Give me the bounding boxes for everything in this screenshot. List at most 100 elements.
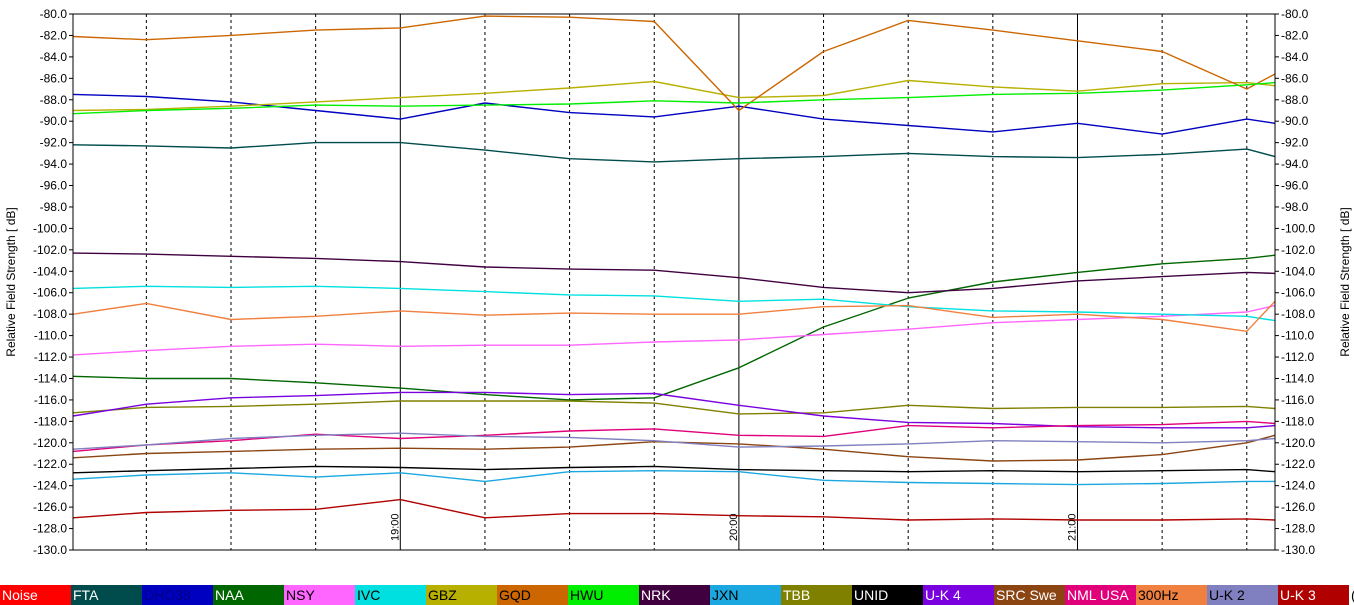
y-tick-label: -130.0 xyxy=(1281,543,1315,557)
y-tick-label: -88.0 xyxy=(1281,93,1309,107)
y-tick-label: -126.0 xyxy=(1281,500,1315,514)
legend-item: HWU xyxy=(568,585,639,605)
y-tick-label: -112.0 xyxy=(34,350,67,364)
y-tick-label: -90.0 xyxy=(40,114,68,128)
y-tick-label: -84.0 xyxy=(40,50,68,64)
y-tick-label: -94.0 xyxy=(1281,157,1309,171)
series-line-src-swe xyxy=(72,434,1276,462)
y-tick-label: -96.0 xyxy=(40,179,68,193)
y-tick-label: -104.0 xyxy=(33,264,67,278)
legend-item: U-K 3 xyxy=(1278,585,1349,605)
y-tick-label: -80.0 xyxy=(1281,7,1309,21)
legend-item: IVC xyxy=(355,585,426,605)
y-tick-label: -84.0 xyxy=(1281,50,1309,64)
legend-item: NAA xyxy=(213,585,284,605)
y-tick-label: -116.0 xyxy=(34,393,67,407)
series-line-nsy xyxy=(72,304,1276,356)
y-tick-label: -80.0 xyxy=(40,7,68,21)
series-line-gbz xyxy=(72,79,1276,112)
x-axis: 19:00 20:00 21:00 xyxy=(389,513,1078,541)
y-tick-label: -98.0 xyxy=(40,200,68,214)
y-tick-label: -120.0 xyxy=(1281,436,1315,450)
y-tick-label: -82.0 xyxy=(1281,28,1309,42)
legend-item: NRK xyxy=(639,585,710,605)
y-tick-label: -94.0 xyxy=(40,157,68,171)
y-tick-label: -92.0 xyxy=(40,136,68,150)
y-tick-label: -104.0 xyxy=(1281,264,1315,278)
y-tick-label: -124.0 xyxy=(1281,479,1315,493)
series-line-tbb xyxy=(72,400,1276,415)
y-tick-label: -130.0 xyxy=(33,543,67,557)
y-axis-left: -80.0 -82.0 -84.0 -86.0 -88.0 -90.0 -92.0 -94.0… xyxy=(33,7,73,557)
y-tick-label: -112.0 xyxy=(1281,350,1314,364)
y-tick-label: -98.0 xyxy=(1281,200,1309,214)
legend-item: UNID xyxy=(852,585,923,605)
y-tick-label: -120.0 xyxy=(33,436,67,450)
x-tick-label: 19:00 xyxy=(389,513,401,541)
series-line-unid xyxy=(72,465,1276,474)
legend-item: TBB xyxy=(781,585,852,605)
series-layer xyxy=(72,15,1276,521)
series-line-u-k-4 xyxy=(72,391,1276,429)
legend-item: 300Hz xyxy=(1136,585,1207,605)
series-line-nrk xyxy=(72,252,1276,294)
y-axis-right: -80.0 -82.0 -84.0 -86.0 -88.0 -90.0 -92.0 -94.0… xyxy=(1275,7,1315,557)
y-tick-label: -122.0 xyxy=(33,457,67,471)
legend-item: U-K 2 xyxy=(1207,585,1278,605)
y-tick-label: -102.0 xyxy=(1281,243,1315,257)
y-tick-label: -86.0 xyxy=(1281,71,1309,85)
legend-item: GBZ xyxy=(426,585,497,605)
y-tick-label: -128.0 xyxy=(1281,522,1315,536)
series-line-jxn xyxy=(72,470,1275,486)
series-line-ivc xyxy=(72,285,1276,322)
chart: -80.0 -82.0 -84.0 -86.0 -88.0 -90.0 -92.0 -94.0… xyxy=(4,7,1352,557)
y-tick-label: -110.0 xyxy=(1281,329,1314,343)
y-tick-label: -116.0 xyxy=(1281,393,1314,407)
y-tick-label: -100.0 xyxy=(1281,221,1315,235)
y-axis-label-left: Relative Field Strength [ dB] xyxy=(4,207,18,356)
x-tick-label: 20:00 xyxy=(728,513,740,541)
plot-area xyxy=(73,14,1275,550)
legend-item: ( xyxy=(1349,585,1354,605)
x-tick-label: 21:00 xyxy=(1066,513,1078,541)
y-tick-label: -100.0 xyxy=(33,221,67,235)
y-tick-label: -124.0 xyxy=(33,479,67,493)
y-tick-label: -126.0 xyxy=(33,500,67,514)
y-tick-label: -108.0 xyxy=(1281,307,1315,321)
y-tick-label: -106.0 xyxy=(33,286,67,300)
legend-item: U-K 4 xyxy=(923,585,994,605)
legend-item: DHO38 xyxy=(142,585,213,605)
series-line-hwu xyxy=(72,81,1276,115)
series-line-naa xyxy=(72,254,1276,401)
series-line-u-k-3 xyxy=(72,498,1276,521)
y-tick-label: -110.0 xyxy=(34,329,67,343)
series-line-u-k-2 xyxy=(72,432,1276,450)
y-tick-label: -106.0 xyxy=(1281,286,1315,300)
series-line-300hz xyxy=(72,300,1276,332)
legend: Noise FTA DHO38 NAA NSY IVC GBZ GQD HWU NRK JXN TBB… xyxy=(0,585,1354,605)
legend-item: JXN xyxy=(710,585,781,605)
y-tick-label: -128.0 xyxy=(33,522,67,536)
legend-item: SRC Swe xyxy=(994,585,1065,605)
y-tick-label: -82.0 xyxy=(40,28,68,42)
grid xyxy=(145,14,1248,550)
y-tick-label: -122.0 xyxy=(1281,457,1315,471)
series-line-gqd xyxy=(72,15,1276,112)
legend-item: NML USA xyxy=(1065,585,1136,605)
legend-item: Noise xyxy=(0,585,71,605)
y-tick-label: -102.0 xyxy=(33,243,67,257)
y-tick-label: -114.0 xyxy=(1281,371,1314,385)
y-tick-label: -114.0 xyxy=(34,371,67,385)
legend-item: GQD xyxy=(497,585,568,605)
y-tick-label: -118.0 xyxy=(1281,414,1314,428)
y-axis-label-right: Relative Field Strength [ dB] xyxy=(1338,207,1352,356)
y-tick-label: -96.0 xyxy=(1281,179,1309,193)
y-tick-label: -108.0 xyxy=(33,307,67,321)
legend-item: FTA xyxy=(71,585,142,605)
legend-item: NSY xyxy=(284,585,355,605)
y-tick-label: -86.0 xyxy=(40,71,68,85)
y-tick-label: -90.0 xyxy=(1281,114,1309,128)
plot-frame xyxy=(72,13,1276,551)
series-line-fta xyxy=(72,141,1276,163)
y-tick-label: -88.0 xyxy=(40,93,68,107)
